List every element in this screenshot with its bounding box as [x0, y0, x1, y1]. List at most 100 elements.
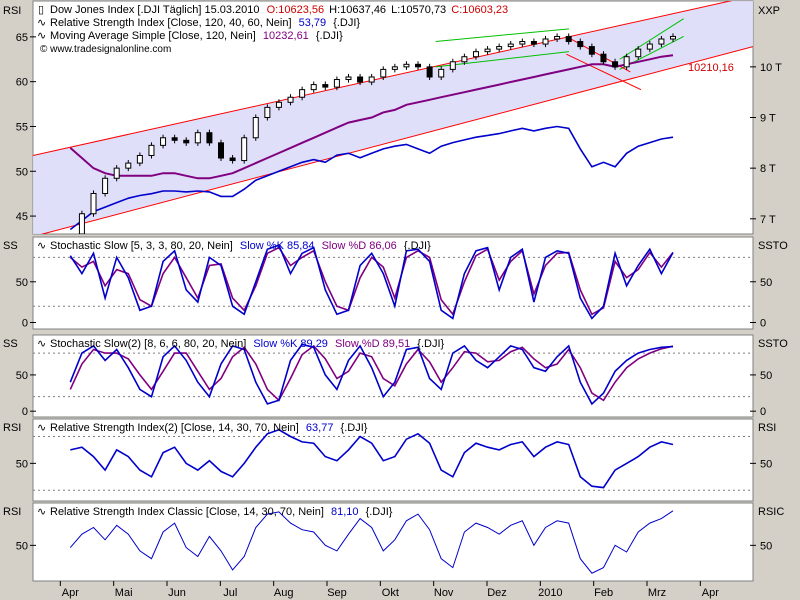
candle-body	[577, 41, 584, 48]
candle-glyph-icon: ▯	[38, 4, 44, 16]
candle-body	[78, 213, 85, 234]
ss1-legend-d: Slow %D 86,06	[322, 240, 397, 252]
ss1-legend-k: Slow %K 85,84	[240, 240, 315, 252]
candle-body	[507, 43, 514, 48]
line-glyph-icon: ∿	[37, 506, 46, 518]
rsi2-legend-title: Relative Strength Index(2) [Close, 14, 3…	[50, 422, 299, 434]
ohlc-open: O:10623,56	[267, 4, 325, 16]
candle-body	[160, 137, 167, 146]
candle-body	[333, 79, 340, 88]
candle-body	[380, 68, 387, 78]
trend-green-lower-line	[435, 51, 570, 68]
candle-body	[658, 38, 665, 45]
svg-text:Dow Jones Index [.DJI Täglich: Dow Jones Index [.DJI Täglich] 15.03.201…	[50, 4, 508, 16]
left-tick: 50	[16, 458, 28, 470]
ss2-legend-title: Stochastic Slow(2) [8, 6, 6, 80, 20, Nei…	[50, 338, 246, 350]
trend-channel-upper-line	[33, 1, 733, 156]
x-tick-label: Aug	[274, 587, 294, 599]
ss1-slow-d-line	[69, 246, 674, 316]
ohlc-close: C:10603,23	[451, 4, 508, 16]
legend-rsi120-value: 53,79	[299, 17, 327, 29]
candle-body	[241, 137, 248, 162]
x-tick-label: Okt	[382, 587, 399, 599]
trend-green-upper-line-2	[619, 18, 684, 60]
candle-body	[403, 63, 410, 68]
candle-body	[554, 35, 561, 40]
ss1-left-axis-label: SS	[3, 240, 18, 252]
candle-body	[148, 144, 155, 156]
candle-body	[415, 63, 422, 68]
trend-green-upper-line	[435, 28, 570, 43]
candle-body	[565, 35, 572, 43]
ss2-legend: Stochastic Slow(2) [8, 6, 6, 80, 20, Nei…	[50, 338, 445, 350]
x-axis: Apr Mai Jun Jul Aug Sep Okt Nov Dez 2010 Feb Mrz Apr	[59, 581, 719, 599]
candle-body	[102, 177, 109, 194]
candle-body	[252, 117, 259, 139]
candle-body	[635, 48, 642, 58]
x-tick-label: Mai	[115, 587, 133, 599]
x-tick-label: Jul	[223, 587, 237, 599]
price-right-tick: 10 T	[760, 62, 782, 74]
ss2-slow-k-line	[69, 343, 674, 406]
line-glyph-icon: ∿	[37, 422, 46, 434]
x-tick-label: Apr	[702, 587, 719, 599]
candle-body	[368, 76, 375, 83]
x-tick-label: 2010	[538, 587, 562, 599]
price-left-tick: 45	[16, 211, 28, 223]
ss1-legend-suffix: {.DJI}	[404, 240, 431, 252]
line-glyph-icon: ∿	[37, 338, 46, 350]
rsi-120-line	[69, 125, 674, 231]
rsi2-line	[70, 428, 674, 489]
candle-body	[461, 56, 468, 63]
price-right-tick: 9 T	[760, 113, 776, 125]
svg-text:Relative Strength Index [Close: Relative Strength Index [Close, 120, 40,…	[50, 17, 360, 29]
price-right-tick: 7 T	[760, 214, 776, 226]
candle-body	[136, 154, 143, 164]
line-glyph-icon: ∿	[37, 240, 46, 252]
rsic-legend-suffix: {.DJI}	[366, 506, 393, 518]
ss2-legend-d: Slow %D 89,51	[335, 338, 410, 350]
candle-body	[542, 38, 549, 45]
candle-body	[623, 56, 630, 68]
candle-body	[391, 66, 398, 70]
rsi2-legend-suffix: {.DJI}	[341, 422, 368, 434]
left-tick: 0	[22, 406, 28, 418]
legend-ma-label: Moving Average Simple [Close, 120, Nein]	[50, 30, 256, 42]
candle-body	[484, 48, 491, 53]
ss2-right-axis-label: SSTO	[758, 338, 788, 350]
price-left-tick: 55	[16, 121, 28, 133]
line-glyph-icon: ∿	[37, 17, 46, 29]
right-tick: 50	[760, 540, 772, 552]
candle-body	[496, 46, 503, 50]
rsic-right-axis-label: RSIC	[758, 506, 784, 518]
candle-body	[113, 167, 120, 179]
ss2-legend-k: Slow %K 89,29	[253, 338, 328, 350]
x-tick-label: Apr	[62, 587, 79, 599]
price-left-tick: 50	[16, 166, 28, 178]
ohlc-low: L:10570,73	[391, 4, 446, 16]
candle-body	[600, 53, 607, 63]
candle-body	[171, 137, 178, 141]
ohlc-high: H:10637,46	[329, 4, 386, 16]
rsic-legend: Relative Strength Index Classic [Close, …	[50, 506, 393, 518]
watermark: © www.tradesignalonline.com	[40, 44, 171, 55]
right-tick: 50	[760, 458, 772, 470]
rsi2-left-axis-label: RSI	[3, 422, 21, 434]
right-tick: 50	[760, 370, 772, 382]
x-tick-label: Sep	[327, 587, 347, 599]
legend-rsi120-label: Relative Strength Index [Close, 120, 40,…	[50, 17, 292, 29]
candle-body	[264, 106, 271, 119]
x-tick-label: Dez	[487, 587, 507, 599]
left-tick: 0	[22, 317, 28, 329]
stoch-slow-panel[interactable]	[32, 236, 754, 330]
ss2-legend-suffix: {.DJI}	[417, 338, 444, 350]
candle-body	[449, 61, 456, 70]
rsic-left-axis-label: RSI	[3, 506, 21, 518]
rsi2-legend-value: 63,77	[306, 422, 334, 434]
price-title: Dow Jones Index [.DJI Täglich] 15.03.201…	[50, 4, 260, 16]
svg-text:Moving Average Simple [Close,: Moving Average Simple [Close, 120, Nein]…	[50, 30, 343, 42]
stoch-slow2-panel[interactable]	[32, 334, 754, 418]
candle-body	[646, 43, 653, 50]
trend-channel-fill	[33, 1, 753, 234]
